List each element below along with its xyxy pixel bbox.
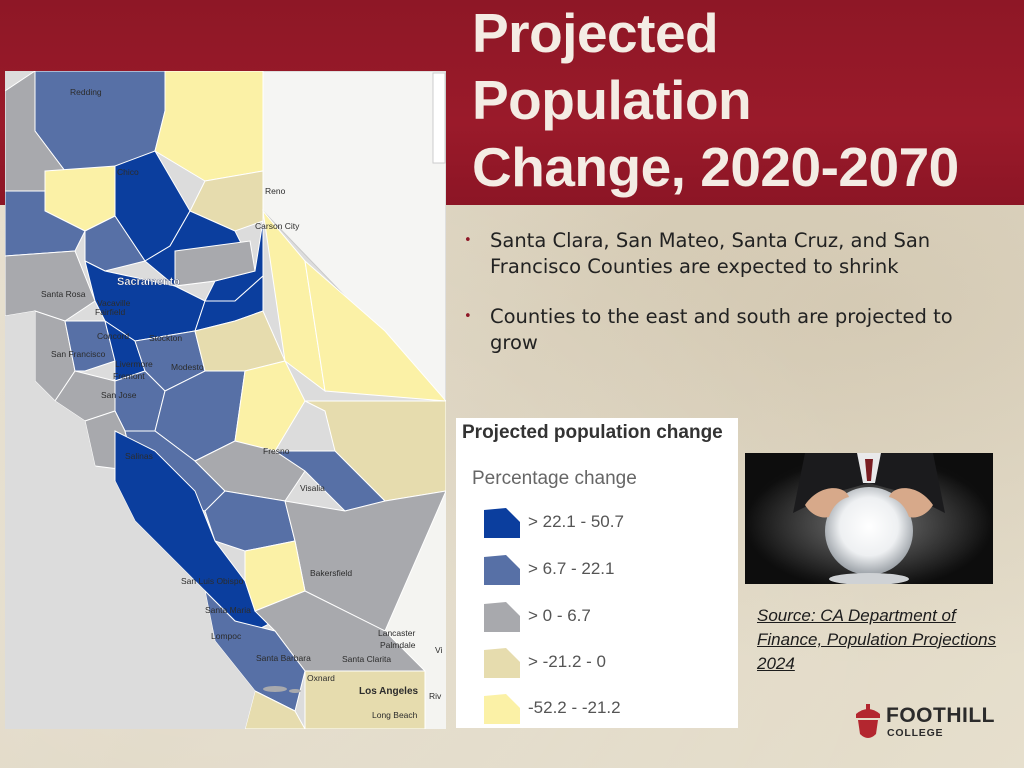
- city-label: Fremont: [113, 371, 145, 381]
- city-label: Santa Barbara: [256, 653, 311, 663]
- title-line-3: Change, 2020-2070: [472, 136, 959, 198]
- legend-subtitle: Percentage change: [472, 468, 637, 489]
- city-label: Santa Rosa: [41, 289, 86, 299]
- swatch-shape: [484, 602, 520, 632]
- city-label: Livermore: [115, 359, 153, 369]
- bullet-dot-icon: •: [464, 233, 472, 248]
- bullet-text: Counties to the east and south are proje…: [490, 305, 953, 354]
- city-label: Riv: [429, 691, 442, 701]
- legend-item: > 22.1 - 50.7: [482, 506, 722, 542]
- city-label: Santa Maria: [205, 605, 251, 615]
- city-label: Bakersfield: [310, 568, 352, 578]
- logo-sub: COLLEGE: [887, 727, 944, 739]
- swatch-shape: [484, 508, 520, 538]
- legend-item: > 6.7 - 22.1: [482, 553, 722, 589]
- city-label: Carson City: [255, 221, 300, 231]
- foothill-college-logo: FOOTHILL COLLEGE: [852, 700, 1002, 744]
- city-label: Vacaville: [97, 298, 131, 308]
- map-svg: Redding Chico Reno Carson City Sacrament…: [5, 71, 446, 729]
- logo-name: FOOTHILL: [886, 704, 995, 727]
- acorn-icon: [856, 704, 880, 738]
- city-label: Lancaster: [378, 628, 415, 638]
- city-label: Oxnard: [307, 673, 335, 683]
- city-label: Sacramento: [117, 276, 180, 288]
- bullet-item: • Counties to the east and south are pro…: [462, 304, 962, 356]
- city-label: Chico: [117, 167, 139, 177]
- slide-title: Projected Population Change, 2020-2070: [472, 0, 1012, 201]
- city-label: Concord: [97, 331, 129, 341]
- legend-item: -52.2 - -21.2: [482, 692, 722, 728]
- title-line-1: Projected: [472, 2, 719, 64]
- legend-swatch-icon: [484, 508, 520, 538]
- city-label: Fresno: [263, 446, 290, 456]
- legend-title: Projected population change: [462, 422, 723, 443]
- crystal-ball-photo: [745, 453, 993, 584]
- legend-item: > -21.2 - 0: [482, 646, 722, 682]
- swatch-shape: [484, 694, 520, 724]
- city-label: Los Angeles: [359, 686, 419, 697]
- swatch-shape: [484, 555, 520, 585]
- bullet-item: • Santa Clara, San Mateo, Santa Cruz, an…: [462, 228, 962, 280]
- legend-swatch-icon: [484, 648, 520, 678]
- city-label: San Francisco: [51, 349, 106, 359]
- city-label: Palmdale: [380, 640, 416, 650]
- city-label: Visalia: [300, 483, 325, 493]
- swatch-shape: [484, 648, 520, 678]
- legend-swatch-icon: [484, 602, 520, 632]
- city-label: Redding: [70, 87, 102, 97]
- city-label: Fairfield: [95, 307, 126, 317]
- city-label: Long Beach: [372, 710, 418, 720]
- city-label: Reno: [265, 186, 286, 196]
- bullet-text: Santa Clara, San Mateo, Santa Cruz, and …: [490, 229, 931, 278]
- california-population-map: Redding Chico Reno Carson City Sacrament…: [5, 71, 446, 729]
- city-label: Santa Clarita: [342, 654, 391, 664]
- city-label: Salinas: [125, 451, 153, 461]
- legend-swatch-icon: [484, 555, 520, 585]
- city-label: Lompoc: [211, 631, 242, 641]
- city-label: San Luis Obispo: [181, 576, 244, 586]
- legend-label: > -21.2 - 0: [528, 652, 606, 671]
- legend-item: > 0 - 6.7: [482, 600, 722, 636]
- city-label: San Jose: [101, 390, 137, 400]
- legend-label: > 6.7 - 22.1: [528, 559, 615, 578]
- city-label: Stockton: [149, 333, 182, 343]
- crystal-ball-icon: [745, 453, 993, 584]
- map-legend: Projected population change Percentage c…: [456, 418, 738, 728]
- source-citation: Source: CA Department of Finance, Popula…: [757, 606, 997, 673]
- legend-label: > 22.1 - 50.7: [528, 512, 624, 531]
- title-line-2: Population: [472, 69, 752, 131]
- city-label: Modesto: [171, 362, 204, 372]
- city-label: Vi: [435, 645, 443, 655]
- legend-swatch-icon: [484, 694, 520, 724]
- legend-label: -52.2 - -21.2: [528, 698, 621, 717]
- bullet-list: • Santa Clara, San Mateo, Santa Cruz, an…: [462, 228, 962, 380]
- bullet-dot-icon: •: [464, 309, 472, 324]
- map-zoom-control[interactable]: [432, 72, 446, 164]
- legend-label: > 0 - 6.7: [528, 606, 591, 625]
